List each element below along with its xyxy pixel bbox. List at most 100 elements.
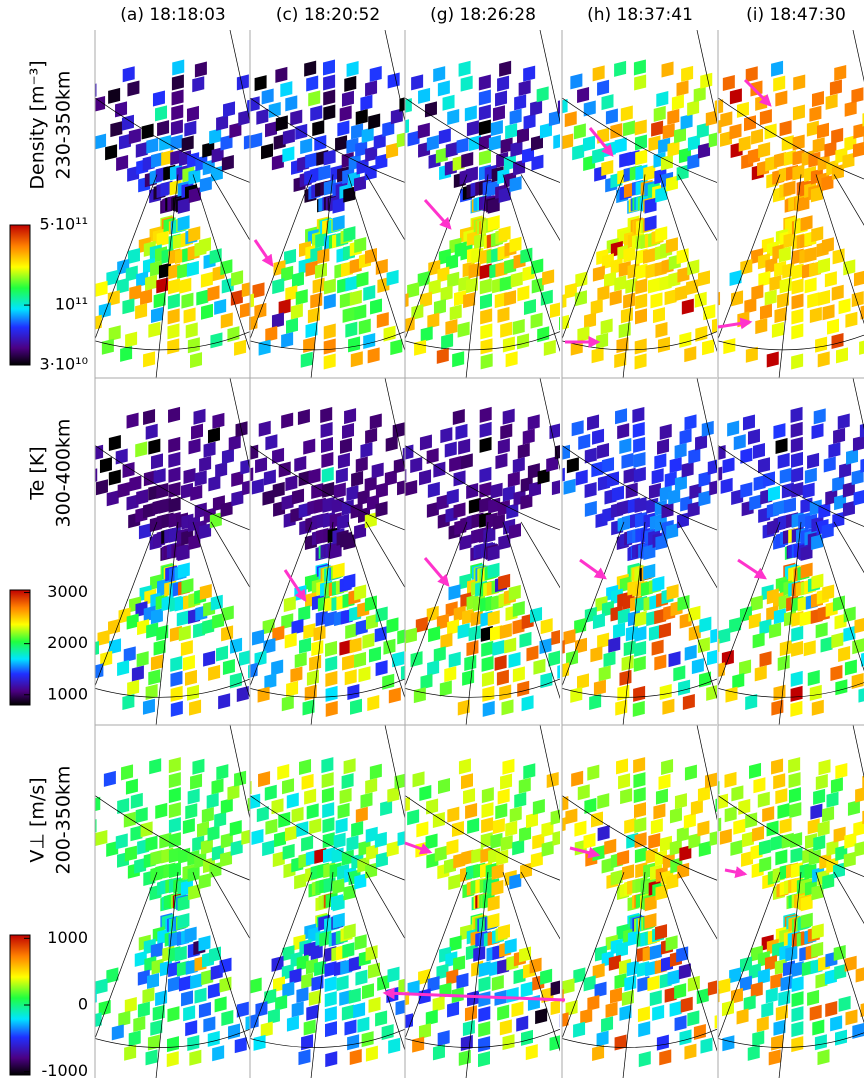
data-patch — [190, 352, 203, 369]
data-patch — [106, 490, 119, 507]
data-patch — [688, 605, 701, 622]
data-patch — [714, 100, 717, 114]
data-patch — [116, 277, 129, 294]
data-patch — [457, 622, 470, 639]
data-patch — [591, 811, 604, 828]
data-patch — [634, 353, 647, 370]
data-patch — [290, 303, 303, 320]
data-patch — [324, 1006, 337, 1023]
data-patch — [739, 975, 752, 992]
data-patch — [374, 626, 387, 643]
data-patch — [792, 149, 805, 166]
data-patch — [261, 143, 274, 160]
data-patch — [800, 562, 813, 579]
data-patch — [610, 869, 623, 886]
panel — [717, 30, 864, 378]
data-patch — [413, 687, 426, 704]
data-patch — [535, 1008, 548, 1025]
data-patch — [290, 666, 303, 683]
data-patch — [615, 408, 628, 425]
data-patch — [448, 873, 461, 890]
data-patch — [349, 257, 362, 274]
data-patch — [168, 406, 181, 423]
data-patch — [168, 772, 181, 789]
data-patch — [777, 803, 790, 820]
data-patch — [117, 481, 130, 498]
data-patch — [835, 679, 848, 696]
data-patch — [321, 451, 334, 468]
map-grid — [365, 521, 405, 589]
map-grid — [310, 521, 334, 725]
data-patch — [343, 573, 356, 590]
data-patch — [451, 820, 464, 837]
data-patch — [342, 423, 355, 440]
data-patch — [402, 447, 405, 462]
data-patch — [185, 1020, 198, 1037]
data-patch — [206, 792, 219, 809]
data-patch — [437, 1030, 450, 1047]
data-patch — [753, 474, 766, 491]
data-patch — [188, 168, 201, 185]
data-patch — [791, 1036, 804, 1053]
panel-content — [562, 725, 717, 1078]
map-grid — [405, 871, 468, 1040]
data-patch — [368, 646, 381, 663]
data-patch — [220, 797, 233, 814]
data-patch — [838, 645, 851, 662]
data-patch — [523, 113, 536, 130]
data-patch — [792, 104, 805, 121]
data-patch — [198, 935, 211, 952]
data-patch — [262, 489, 275, 506]
data-patch — [95, 314, 102, 330]
data-patch — [846, 448, 859, 465]
data-patch — [76, 652, 88, 668]
data-patch — [550, 999, 560, 1016]
data-patch — [521, 695, 534, 712]
colorbar-tick-label: 5·10¹¹ — [40, 215, 88, 234]
data-patch — [285, 95, 298, 112]
data-patch — [184, 669, 197, 686]
data-patch — [168, 278, 181, 295]
data-patch — [528, 481, 541, 498]
panel — [404, 724, 560, 1078]
data-patch — [145, 274, 158, 291]
data-patch — [811, 423, 824, 440]
data-patch — [368, 996, 381, 1013]
data-patch — [262, 840, 275, 857]
data-patch — [95, 663, 104, 679]
data-patch — [510, 271, 523, 288]
data-patch — [830, 665, 843, 682]
data-patch — [724, 806, 737, 823]
data-patch — [773, 608, 786, 625]
data-patch — [488, 135, 501, 152]
data-patch — [355, 140, 368, 157]
data-patch — [332, 215, 345, 232]
data-patch — [323, 293, 336, 310]
data-patch — [332, 912, 345, 929]
data-patch — [242, 480, 250, 496]
data-patch — [790, 832, 803, 849]
data-patch — [466, 482, 479, 499]
data-patch — [759, 651, 772, 668]
data-patch — [319, 930, 332, 947]
data-patch — [349, 637, 362, 654]
data-patch — [220, 832, 233, 849]
data-patch — [116, 155, 129, 172]
data-patch — [648, 135, 661, 152]
map-grid — [696, 30, 717, 124]
data-patch — [514, 94, 527, 111]
data-patch — [659, 683, 672, 700]
data-patch — [676, 248, 689, 265]
data-patch — [790, 436, 803, 453]
data-patch — [597, 793, 610, 810]
map-grid — [696, 725, 717, 821]
data-patch — [135, 441, 148, 458]
data-patch — [150, 849, 163, 866]
data-patch — [463, 788, 476, 805]
data-patch — [387, 786, 400, 803]
data-patch — [502, 408, 515, 425]
data-patch — [361, 983, 374, 1000]
data-patch — [478, 976, 491, 993]
data-patch — [730, 839, 743, 856]
data-patch — [298, 1049, 311, 1066]
